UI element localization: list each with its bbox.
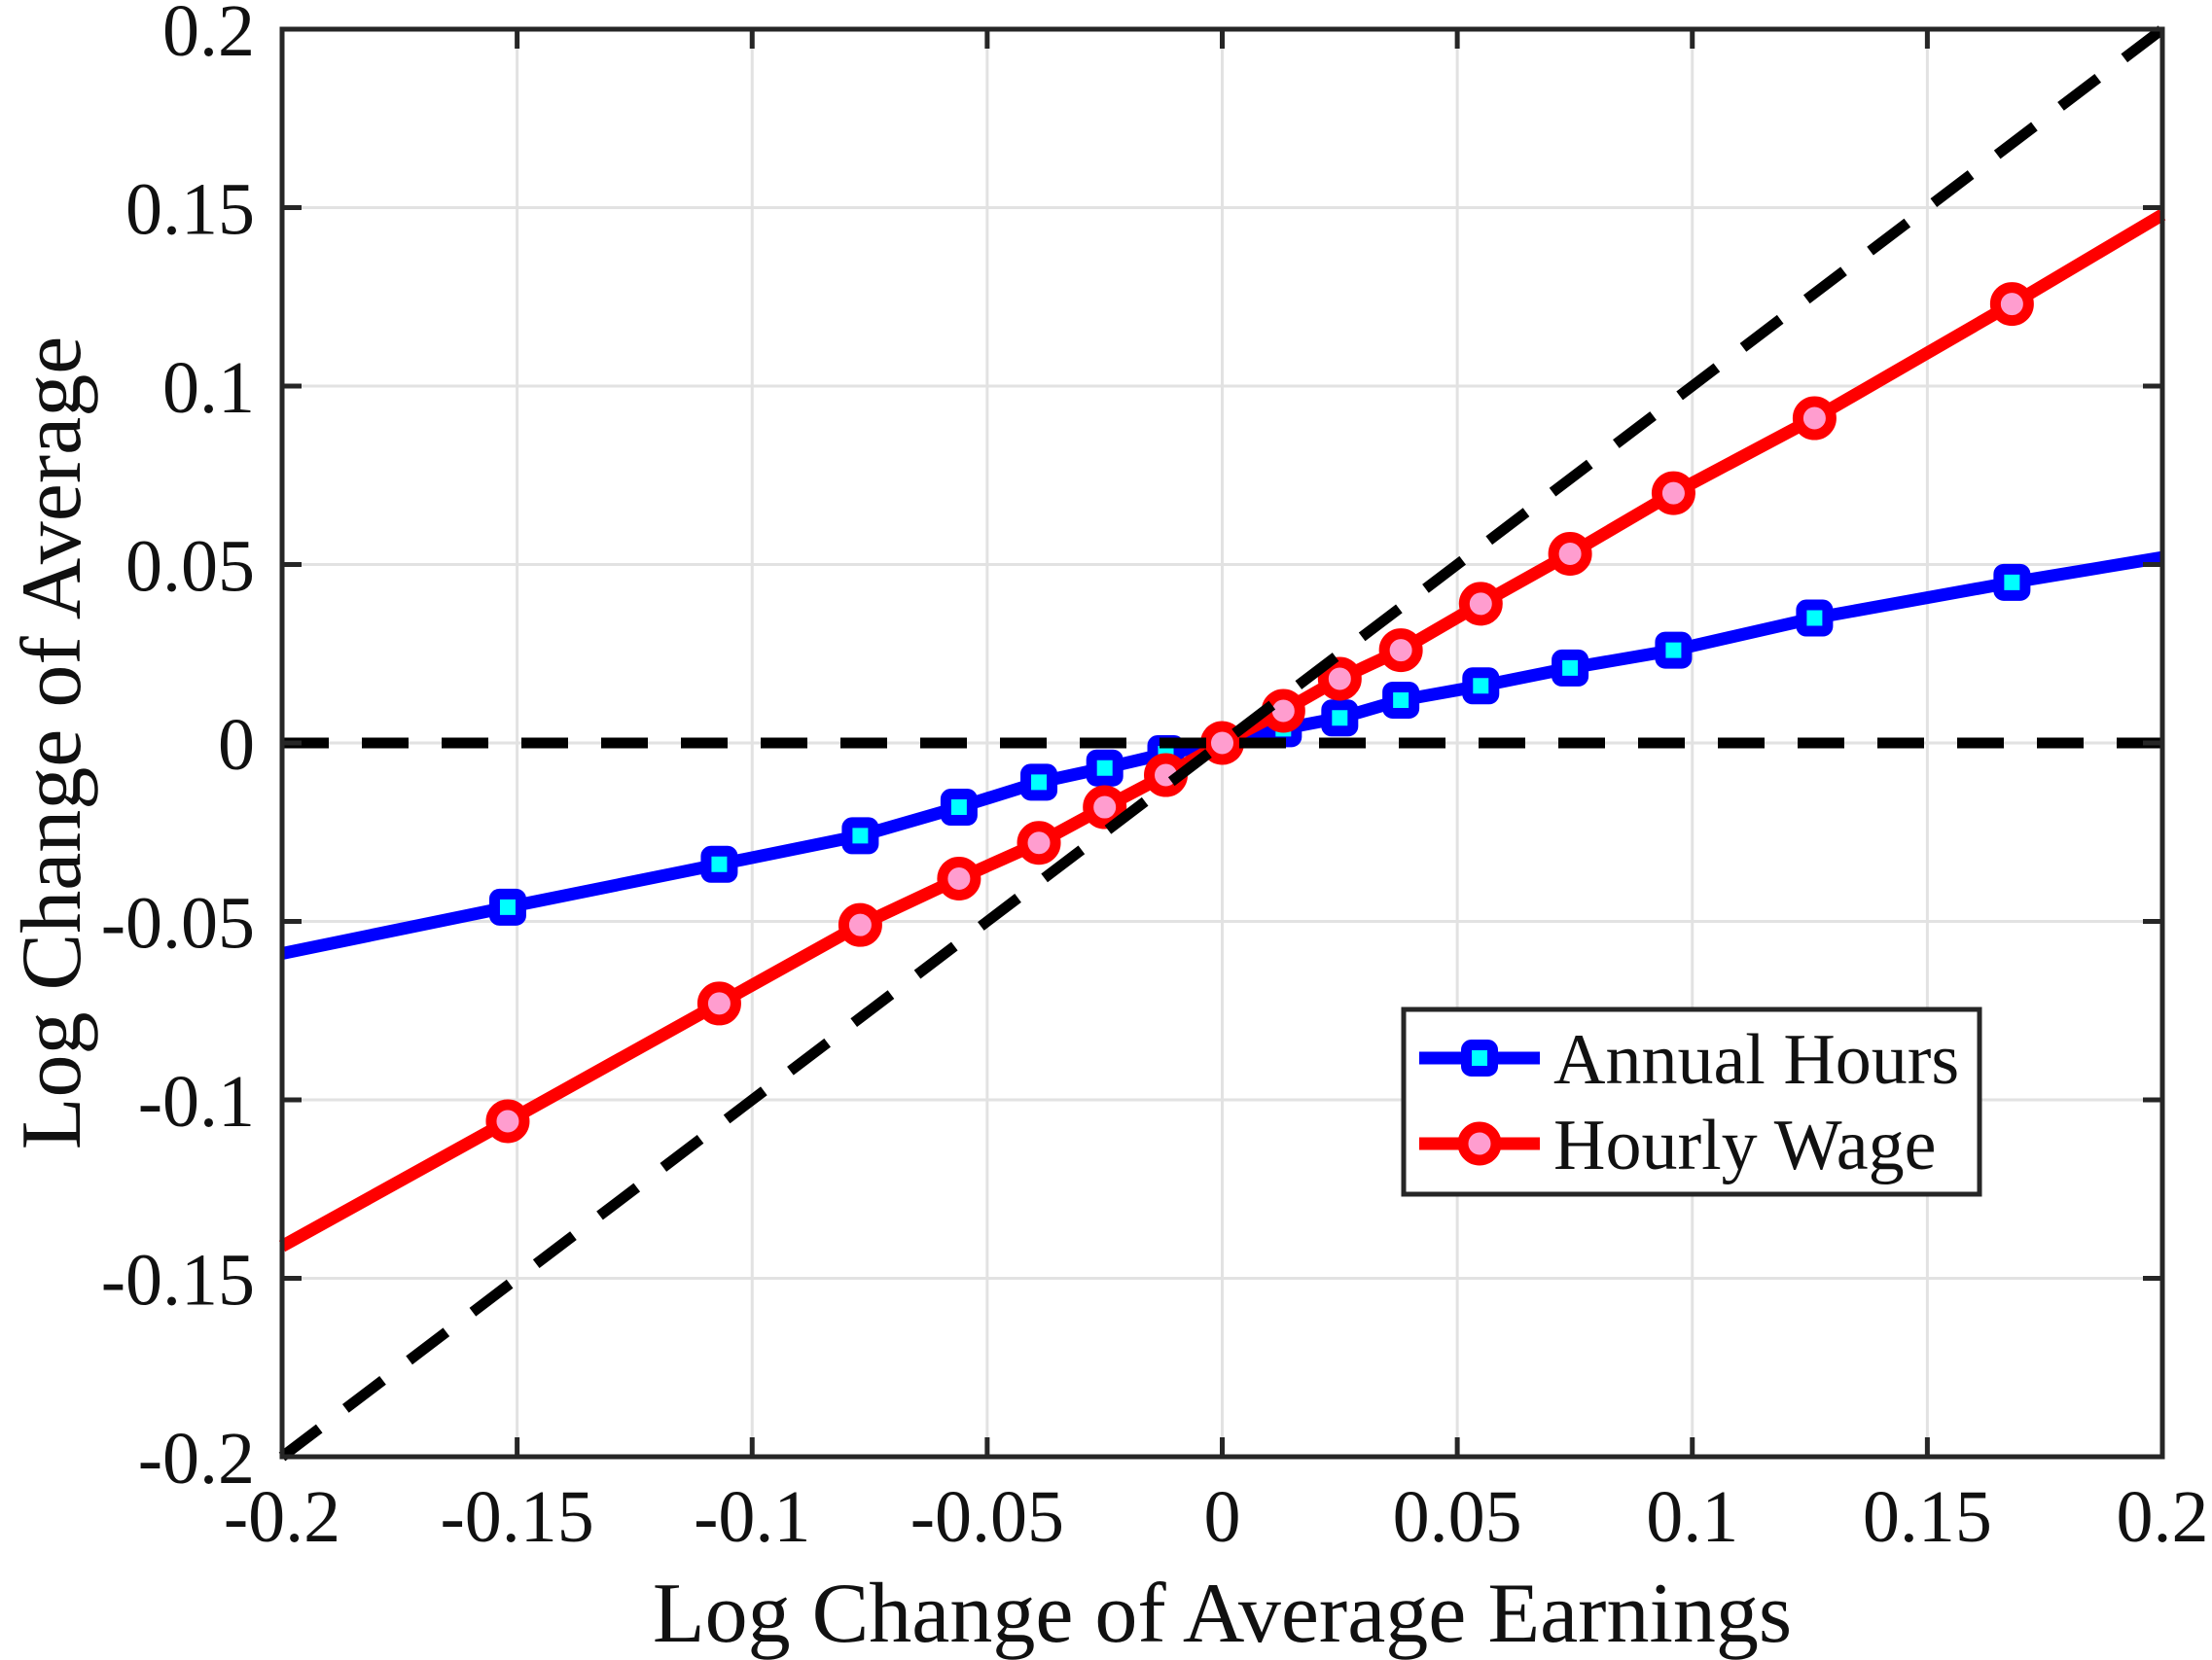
y-tick-label: 0.15: [125, 169, 255, 251]
marker-hourly-wage: [1548, 531, 1592, 576]
x-tick-label: 0.15: [1863, 1476, 1992, 1558]
marker-annual-hours: [1020, 763, 1058, 801]
marker-annual-hours: [841, 817, 879, 855]
y-tick-label: -0.1: [138, 1061, 255, 1143]
y-axis-label: Log Change of Average: [5, 336, 99, 1150]
legend-marker-square: [1461, 1040, 1498, 1077]
x-tick-label: -0.1: [694, 1476, 810, 1558]
x-tick-label: 0.05: [1393, 1476, 1522, 1558]
marker-annual-hours: [700, 845, 738, 883]
x-axis-label: Log Change of Average Earnings: [653, 1567, 1792, 1660]
marker-hourly-wage: [1017, 821, 1061, 865]
x-tick-label: -0.05: [910, 1476, 1064, 1558]
y-tick-label: -0.15: [101, 1240, 255, 1322]
marker-annual-hours: [1382, 681, 1420, 719]
marker-annual-hours: [1086, 749, 1124, 787]
legend-marker-circle: [1457, 1121, 1502, 1166]
legend-box: [1401, 1007, 1982, 1197]
marker-hourly-wage: [1792, 396, 1837, 441]
x-tick-label: 0.1: [1646, 1476, 1738, 1558]
series-line-annual-hours: [280, 550, 2164, 960]
x-tick-label: -0.15: [440, 1476, 593, 1558]
marker-hourly-wage: [1083, 785, 1127, 830]
y-tick-label: -0.05: [101, 883, 255, 965]
series-line-hourly-wage: [278, 209, 2166, 1253]
marker-hourly-wage: [1317, 656, 1362, 701]
legend-label-hourly-wage: Hourly Wage: [1553, 1106, 1936, 1185]
marker-annual-hours: [940, 789, 978, 827]
marker-hourly-wage: [485, 1099, 530, 1144]
y-tick-label: 0.1: [162, 347, 255, 429]
x-tick-label: 0.2: [2117, 1476, 2209, 1558]
marker-hourly-wage: [1651, 471, 1695, 515]
marker-annual-hours: [1321, 699, 1359, 737]
marker-hourly-wage: [1458, 582, 1503, 626]
marker-annual-hours: [1993, 563, 2031, 601]
y-tick-label: 0: [218, 704, 255, 786]
y-tick-label: 0.05: [125, 526, 255, 608]
marker-hourly-wage: [696, 981, 741, 1026]
marker-annual-hours: [1655, 631, 1693, 669]
marker-hourly-wage: [838, 902, 882, 947]
x-tick-label: -0.2: [224, 1476, 340, 1558]
marker-annual-hours: [488, 888, 526, 926]
marker-hourly-wage: [937, 856, 981, 901]
marker-hourly-wage: [1378, 628, 1423, 673]
y-tick-label: 0.2: [162, 0, 255, 72]
marker-hourly-wage: [1989, 282, 2034, 327]
x-tick-label: 0: [1204, 1476, 1241, 1558]
marker-annual-hours: [1552, 649, 1589, 687]
marker-annual-hours: [1462, 667, 1500, 705]
legend-label-annual-hours: Annual Hours: [1553, 1020, 1959, 1100]
y-tick-label: -0.2: [138, 1418, 255, 1500]
marker-annual-hours: [1796, 599, 1834, 637]
